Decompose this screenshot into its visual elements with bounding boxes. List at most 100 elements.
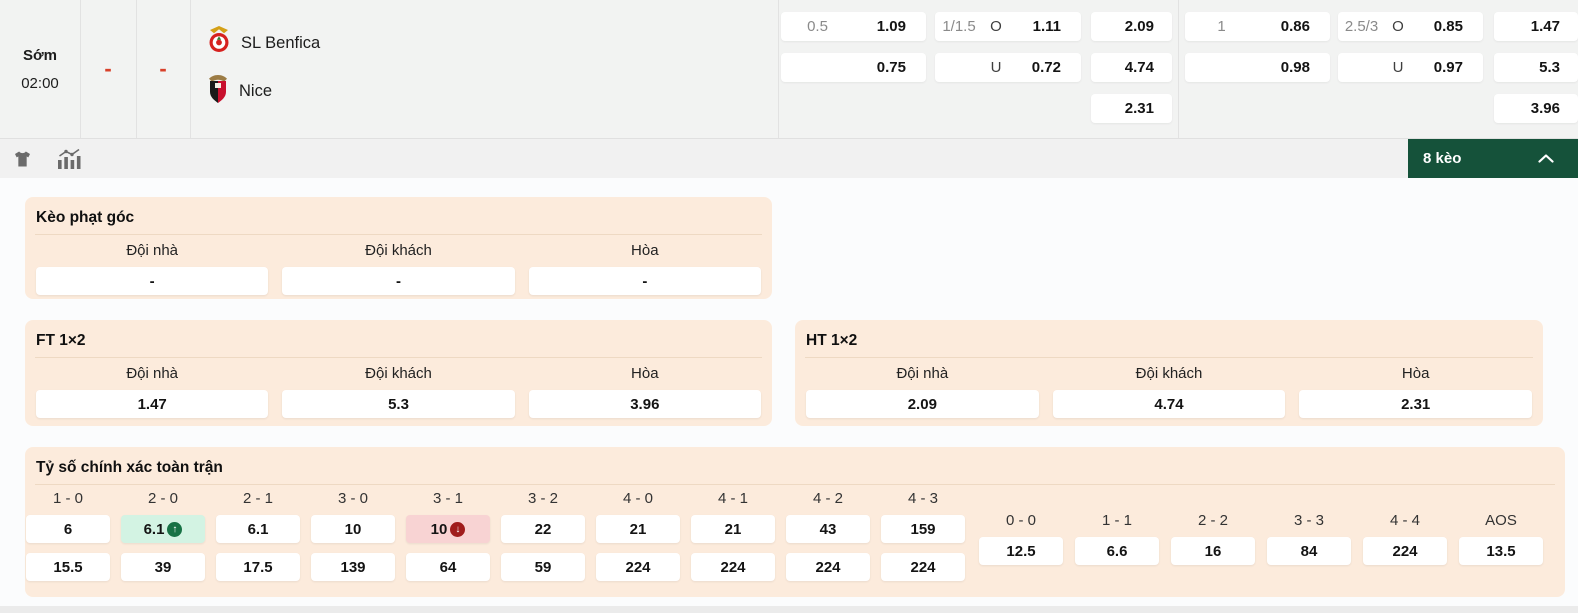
score-odds-cell[interactable]: 224 — [1363, 537, 1447, 565]
ft-home-value: 1.47 — [137, 395, 167, 413]
hdp1-line: 0.5 — [807, 18, 828, 35]
score-columns: 1 - 0 6 15.5 2 - 0 6.1 ↑ 39 2 - 1 6.1 17.… — [26, 489, 965, 581]
score-odds-cell[interactable]: 13.5 — [1459, 537, 1543, 565]
score-odds-cell[interactable]: 64 — [406, 553, 490, 581]
score-odds-cell[interactable]: 6.6 — [1075, 537, 1159, 565]
ht-draw-odds-cell[interactable]: 2.31 — [1299, 390, 1532, 418]
bets-count-button[interactable]: 8 kèo — [1408, 139, 1578, 178]
draw-header: Hòa — [1401, 365, 1430, 382]
home-score: - — [104, 56, 112, 81]
score-odds-cell[interactable]: 139 — [311, 553, 395, 581]
away-header: Đội khách — [1135, 365, 1203, 382]
hdp1-away-odds-cell[interactable]: 0.75 — [781, 53, 926, 82]
x2a-away-odds-cell[interactable]: 4.74 — [1091, 53, 1172, 82]
score-label: 2 - 1 — [242, 490, 273, 507]
score-odds-cell[interactable]: 22 — [501, 515, 585, 543]
odds-value: 64 — [439, 558, 457, 576]
ou2-under-odds-cell[interactable]: U 0.97 — [1338, 53, 1483, 82]
x2b-home-odds-cell[interactable]: 1.47 — [1494, 12, 1578, 41]
ou1-under-odds-cell[interactable]: U 0.72 — [935, 53, 1081, 82]
score-label: 1 - 0 — [52, 490, 83, 507]
jersey-icon[interactable] — [12, 139, 33, 178]
score-odds-cell[interactable]: 224 — [691, 553, 775, 581]
odds-value: 43 — [819, 520, 837, 538]
score-odds-cell[interactable]: 15.5 — [26, 553, 110, 581]
x2b-away-odds-cell[interactable]: 5.3 — [1494, 53, 1578, 82]
corner-away-odds-cell[interactable]: - — [282, 267, 515, 295]
home-team-logo — [207, 25, 231, 61]
kickoff-time: 02:00 — [21, 74, 59, 92]
odds-value: 13.5 — [1486, 542, 1516, 560]
ht-home-odds-cell[interactable]: 2.09 — [806, 390, 1039, 418]
score-odds-cell[interactable]: 6 — [26, 515, 110, 543]
under-label: U — [990, 59, 1002, 76]
score-odds-cell[interactable]: 224 — [881, 553, 965, 581]
score-odds-cell[interactable]: 21 — [691, 515, 775, 543]
ou2-over-odds-cell[interactable]: 2.5/3 O 0.85 — [1338, 12, 1483, 41]
score-column: 3 - 1 10 ↓ 64 — [406, 489, 490, 581]
corner-odds-panel: Kèo phạt góc Đội nhà Đội khách Hòa - - - — [25, 197, 772, 299]
score-odds-cell[interactable]: 10 ↓ — [406, 515, 490, 543]
score-odds-cell[interactable]: 12.5 — [979, 537, 1063, 565]
ht-away-odds-cell[interactable]: 4.74 — [1052, 390, 1286, 418]
corner-draw-value: - — [642, 272, 648, 290]
score-odds-cell[interactable]: 59 — [501, 553, 585, 581]
corner-home-odds-cell[interactable]: - — [36, 267, 269, 295]
x2a-draw-odds-cell[interactable]: 2.31 — [1091, 94, 1172, 123]
score-odds-cell[interactable]: 159 — [881, 515, 965, 543]
match-time: Sớm 02:00 — [0, 0, 80, 138]
draw-score-column: 1 - 1 6.6 — [1075, 511, 1159, 565]
corner-draw-odds-cell[interactable]: - — [528, 267, 761, 295]
odds-value: 139 — [340, 558, 366, 576]
hdp2-home-odds-cell[interactable]: 1 0.86 — [1185, 12, 1330, 41]
odds-value: 15.5 — [53, 558, 83, 576]
hdp2-line: 1 — [1217, 18, 1226, 35]
match-row[interactable]: Sớm 02:00 - - SL Benfica — [0, 0, 1578, 139]
bets-count-label: 8 kèo — [1423, 150, 1462, 167]
score-column: 1 - 0 6 15.5 — [26, 489, 110, 581]
draw-score-column: 2 - 2 16 — [1171, 511, 1255, 565]
ou1-over-odds-cell[interactable]: 1/1.5 O 1.11 — [935, 12, 1081, 41]
hdp1-home-odds-cell[interactable]: 0.5 1.09 — [781, 12, 926, 41]
draw-header: Hòa — [631, 242, 659, 259]
panel-divider — [35, 234, 762, 235]
panel-divider — [805, 357, 1533, 358]
home-header: Đội nhà — [126, 365, 179, 382]
odds-value: 39 — [154, 558, 172, 576]
x2a-home-odds-cell[interactable]: 2.09 — [1091, 12, 1172, 41]
home-header: Đội nhà — [896, 365, 949, 382]
away-score: - — [159, 56, 167, 81]
score-label: 3 - 1 — [432, 490, 463, 507]
ft-draw-odds-cell[interactable]: 3.96 — [528, 390, 761, 418]
score-label: 4 - 3 — [907, 490, 938, 507]
odds-value: 6.6 — [1106, 542, 1128, 560]
x2b-draw-odds-cell[interactable]: 3.96 — [1494, 94, 1578, 123]
x2a-home-value: 2.09 — [1124, 18, 1154, 35]
score-label: 0 - 0 — [1005, 512, 1036, 529]
column-divider — [1178, 0, 1179, 138]
score-odds-cell[interactable]: 6.1 — [216, 515, 300, 543]
score-odds-cell[interactable]: 21 — [596, 515, 680, 543]
score-odds-cell[interactable]: 43 — [786, 515, 870, 543]
stats-chart-icon[interactable] — [57, 139, 82, 178]
ft-away-odds-cell[interactable]: 5.3 — [282, 390, 515, 418]
score-odds-cell[interactable]: 10 — [311, 515, 395, 543]
away-team-name: Nice — [239, 81, 273, 100]
ft-away-value: 5.3 — [388, 395, 409, 413]
column-divider — [80, 0, 81, 138]
ou1-line: 1/1.5 — [942, 18, 976, 35]
score-odds-cell[interactable]: 224 — [596, 553, 680, 581]
ft-home-odds-cell[interactable]: 1.47 — [36, 390, 269, 418]
score-odds-cell[interactable]: 84 — [1267, 537, 1351, 565]
score-label: 3 - 3 — [1293, 512, 1324, 529]
score-odds-cell[interactable]: 6.1 ↑ — [121, 515, 205, 543]
score-odds-cell[interactable]: 16 — [1171, 537, 1255, 565]
score-odds-cell[interactable]: 17.5 — [216, 553, 300, 581]
score-label: AOS — [1485, 512, 1517, 529]
panel-title: Tỷ số chính xác toàn trận — [36, 459, 223, 476]
score-odds-cell[interactable]: 39 — [121, 553, 205, 581]
score-odds-cell[interactable]: 224 — [786, 553, 870, 581]
hdp2-away-odds-cell[interactable]: 0.98 — [1185, 53, 1330, 82]
odds-down-icon: ↓ — [450, 521, 466, 537]
odds-value: 59 — [534, 558, 552, 576]
